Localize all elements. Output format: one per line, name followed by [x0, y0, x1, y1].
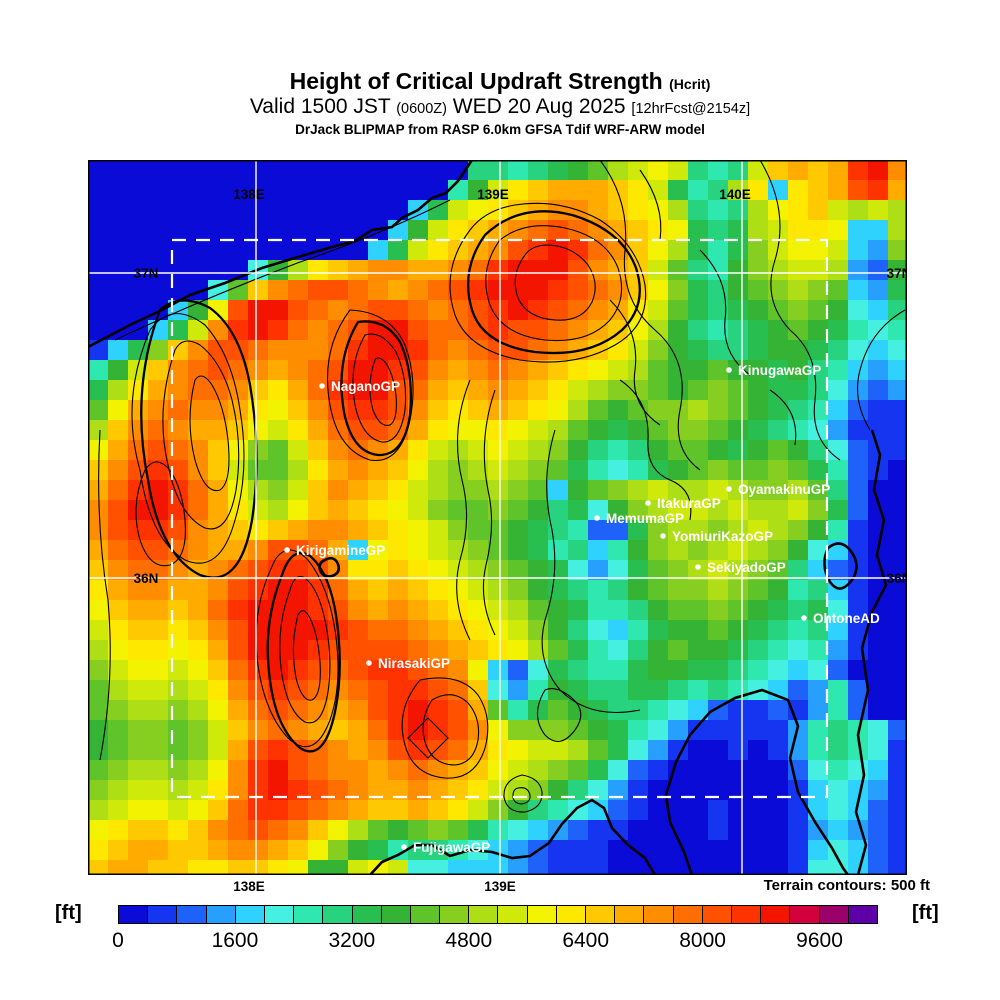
colorbar-segment-19: [673, 906, 703, 923]
colorbar-unit-left: [ft]: [55, 902, 82, 924]
colorbar-tick-9600: 9600: [796, 929, 843, 952]
colorbar-segment-2: [177, 906, 207, 923]
lon-label-top: 138E: [233, 187, 265, 202]
station-dot-kirigaminegp: [284, 547, 290, 553]
model-line: DrJack BLIPMAP from RASP 6.0km GFSA Tdif…: [295, 121, 705, 137]
terrain-contour-lines: [98, 160, 906, 813]
station-label-yomiurikazogp: YomiuriKazoGP: [672, 529, 773, 544]
station-dot-naganogp: [319, 383, 325, 389]
station-label-ohtonead: OhtoneAD: [813, 611, 880, 626]
colorbar-segment-6: [294, 906, 324, 923]
colorbar-tick-1600: 1600: [211, 929, 259, 952]
colorbar-segment-22: [761, 906, 791, 923]
station-label-itakuragp: ItakuraGP: [657, 496, 721, 511]
station-dot-itakuragp: [645, 500, 651, 506]
station-label-oyamakinugp: OyamakinuGP: [738, 482, 830, 497]
lat-label-right: 37N: [887, 266, 907, 281]
forecast-map: 138E 139E 140E 37N 37N 36N 36N NaganoGP Kinugawa…: [88, 160, 907, 875]
map-canvas: 138E 139E 140E 37N 37N 36N 36N NaganoGP Kinugawa…: [88, 160, 907, 875]
map-layers: 138E 139E 140E 37N 37N 36N 36N NaganoGP Kinugawa…: [88, 160, 907, 875]
map-border: [88, 160, 907, 875]
colorbar-segment-9: [381, 906, 411, 923]
station-dot-sekiyadogp: [695, 564, 701, 570]
bottom-lon-label: 139E: [484, 879, 516, 894]
colorbar-segment-3: [206, 906, 236, 923]
domain-boundary-box: [170, 238, 829, 799]
station-dot-yomiurikazogp: [660, 533, 666, 539]
station-label-kinugawagp: KinugawaGP: [738, 363, 821, 378]
title-main: Height of Critical Updraft Strength: [289, 68, 663, 94]
station-dot-memumagp: [594, 515, 600, 521]
colorbar-unit-right: [ft]: [912, 902, 939, 924]
colorbar-segment-17: [615, 906, 645, 923]
colorbar-segment-18: [644, 906, 674, 923]
graticule-labels: 138E 139E 140E 37N 37N 36N 36N: [134, 187, 907, 586]
colorbar-tick-3200: 3200: [328, 929, 376, 952]
station-dot-fujigawagp: [401, 844, 407, 850]
colorbar-segment-4: [235, 906, 265, 923]
terrain-contours-note: Terrain contours: 500 ft: [763, 877, 930, 894]
bottom-lon-label: 138E: [233, 879, 265, 894]
colorbar-segment-13: [498, 906, 528, 923]
valid-zulu: (0600Z): [396, 101, 447, 118]
colorbar-segment-5: [264, 906, 295, 923]
colorbar-segment-0: [119, 906, 149, 923]
station-label-kirigaminegp: KirigamineGP: [296, 543, 385, 558]
colorbar-segment-14: [527, 906, 557, 923]
colorbar-segment-8: [352, 906, 382, 923]
lat-label-left: 37N: [134, 266, 159, 281]
colorbar-segment-24: [819, 906, 849, 923]
station-dot-nirasakigp: [366, 660, 372, 666]
colorbar: [118, 905, 878, 924]
header: Height of Critical Updraft Strength (Hcr…: [0, 68, 1000, 137]
colorbar-segment-16: [586, 906, 616, 923]
colorbar-segment-10: [410, 906, 441, 923]
colorbar-segment-15: [556, 906, 586, 923]
station-label-fujigawagp: FujigawaGP: [413, 840, 490, 855]
station-label-sekiyadogp: SekiyadoGP: [707, 560, 786, 575]
valid-fcst: [12hrFcst@2154z]: [631, 101, 751, 118]
colorbar-segment-20: [702, 906, 732, 923]
colorbar-segment-7: [323, 906, 353, 923]
colorbar-segment-12: [469, 906, 499, 923]
colorbar-tick-8000: 8000: [679, 929, 726, 952]
colorbar-tick-4800: 4800: [445, 929, 493, 952]
colorbar-segment-1: [148, 906, 178, 923]
hcrit-field-grid: [88, 160, 907, 875]
lon-label-top: 139E: [477, 187, 509, 202]
colorbar-segment-11: [440, 906, 470, 923]
station-dot-ohtonead: [801, 615, 807, 621]
coastlines: [88, 160, 888, 875]
station-label-nirasakigp: NirasakiGP: [378, 656, 450, 671]
lat-label-left: 36N: [134, 571, 159, 586]
lat-label-right: 36N: [887, 571, 907, 586]
valid-line: Valid 1500 JST (0600Z) WED 20 Aug 2025 […: [0, 95, 1000, 119]
station-dot-oyamakinugp: [726, 486, 732, 492]
station-markers: NaganoGP KinugawaGP OyamakinuGP ItakuraGPMe…: [284, 363, 880, 855]
graticule-lines: [88, 160, 907, 875]
title-suffix: (Hcrit): [669, 76, 711, 92]
valid-prefix: Valid 1500 JST: [249, 95, 397, 119]
colorbar-segment-23: [790, 906, 820, 923]
colorbar-segment-21: [731, 906, 762, 923]
page-title: Height of Critical Updraft Strength (Hcr…: [0, 68, 1000, 94]
lon-label-top: 140E: [719, 187, 751, 202]
valid-date: WED 20 Aug 2025: [446, 95, 632, 119]
colorbar-segment-25: [848, 906, 877, 923]
station-label-naganogp: NaganoGP: [331, 379, 400, 394]
colorbar-tick-0: 0: [112, 929, 124, 952]
colorbar-tick-6400: 6400: [562, 929, 610, 952]
station-dot-kinugawagp: [726, 367, 732, 373]
station-label-memumagp: MemumaGP: [606, 511, 684, 526]
